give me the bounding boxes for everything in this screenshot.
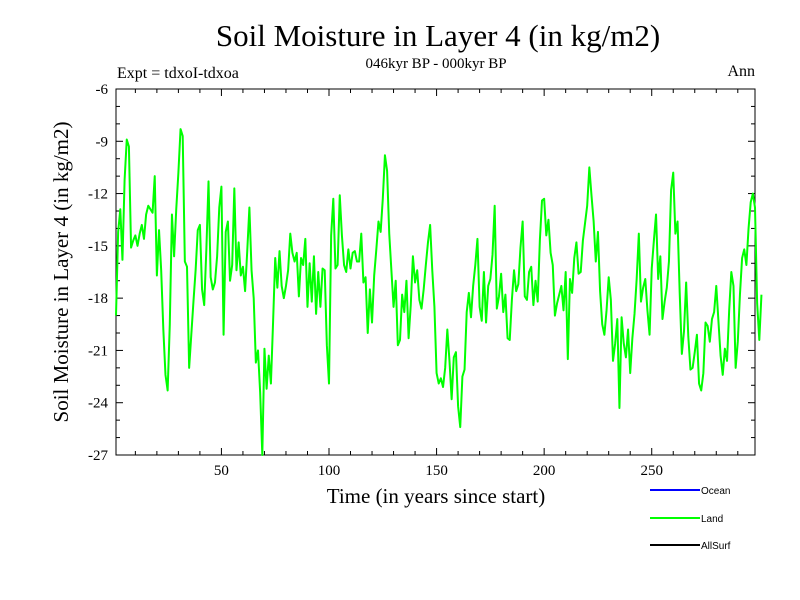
series-line-land — [115, 128, 763, 456]
y-tick-label: -15 — [88, 239, 108, 255]
series-layer — [115, 128, 763, 456]
chart-subtitle: 046kyr BP - 000kyr BP — [365, 56, 506, 72]
y-tick-label: -9 — [96, 134, 109, 150]
experiment-label: Expt = tdxoI-tdxoa — [117, 65, 239, 82]
chart-title: Soil Moisture in Layer 4 (in kg/m2) — [216, 18, 660, 53]
legend: Ocean Land AllSurf — [650, 486, 731, 552]
x-axis-ticks: 50 100 150 200 250 — [134, 89, 739, 479]
y-axis-ticks: -27 -24 -21 -18 -15 -12 -9 -6 — [88, 82, 755, 464]
x-tick-label: 50 — [214, 463, 229, 479]
y-tick-label: -21 — [88, 343, 108, 359]
x-axis-title: Time (in years since start) — [327, 484, 546, 508]
season-label: Ann — [727, 63, 755, 80]
x-tick-label: 200 — [533, 463, 556, 479]
y-tick-label: -6 — [96, 82, 109, 98]
y-tick-label: -18 — [88, 291, 108, 307]
x-tick-label: 100 — [318, 463, 341, 479]
y-tick-label: -27 — [88, 448, 108, 464]
plot-area-frame — [115, 88, 756, 456]
legend-label-allsurf: AllSurf — [701, 541, 731, 552]
legend-label-land: Land — [701, 514, 723, 525]
legend-label-ocean: Ocean — [701, 486, 730, 497]
y-axis-title: Soil Moisture in Layer 4 (in kg/m2) — [49, 122, 73, 423]
x-tick-label: 150 — [425, 463, 448, 479]
y-tick-label: -24 — [88, 396, 108, 412]
x-tick-label: 250 — [640, 463, 663, 479]
y-tick-label: -12 — [88, 187, 108, 203]
